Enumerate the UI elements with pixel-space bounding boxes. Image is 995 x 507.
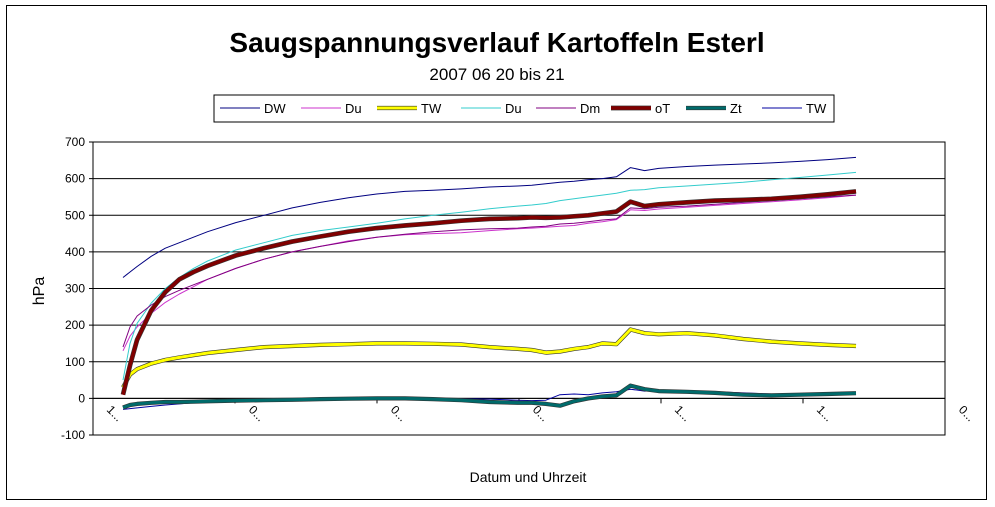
grid <box>92 141 946 436</box>
x-tick-label: 1... <box>672 403 694 425</box>
series-line-zt-outline <box>122 383 857 410</box>
legend-label-zt: Zt <box>730 101 742 116</box>
x-tick-label: 0... <box>246 403 268 425</box>
y-tick-label: 300 <box>65 282 85 296</box>
x-tick-label: 0... <box>956 403 978 425</box>
legend-label-ot: oT <box>655 101 670 116</box>
series-line-dm <box>122 194 857 348</box>
x-axis-label: Datum und Uhrzeit <box>470 469 587 485</box>
chart-title: Saugspannungsverlauf Kartoffeln Esterl <box>229 27 764 58</box>
series-line-ot-outline <box>120 189 857 396</box>
legend: DW Du TW Du Dm oT Zt TW <box>220 101 827 116</box>
series-line-dw <box>122 156 857 278</box>
y-tick-label: 500 <box>65 208 85 222</box>
legend-label-dw: DW <box>264 101 286 116</box>
series-line-du <box>122 194 857 352</box>
series <box>120 156 857 410</box>
y-tick-label: 200 <box>65 318 85 332</box>
legend-label-tw: TW <box>421 101 442 116</box>
chart-subtitle: 2007 06 20 bis 21 <box>429 65 564 84</box>
series-line-zt <box>122 384 857 409</box>
y-tick-label: -100 <box>61 428 85 442</box>
y-ticks: -100 0 100 200 300 400 500 600 700 <box>61 135 93 442</box>
series-line-du <box>122 171 857 381</box>
legend-label-tw: TW <box>806 101 827 116</box>
series-line-tw <box>121 328 857 389</box>
x-tick-label: 1... <box>104 403 126 425</box>
x-tick-label: 0... <box>388 403 410 425</box>
series-line-ot <box>121 189 857 396</box>
y-axis-label: hPa <box>31 277 48 306</box>
legend-label-du: Du <box>505 101 522 116</box>
y-tick-label: 100 <box>65 355 85 369</box>
y-tick-label: 400 <box>65 245 85 259</box>
y-tick-label: 0 <box>78 391 85 405</box>
legend-label-dm: Dm <box>580 101 600 116</box>
legend-label-du: Du <box>345 101 362 116</box>
y-tick-label: 600 <box>65 172 85 186</box>
y-tick-label: 700 <box>65 135 85 149</box>
chart-frame <box>6 5 987 500</box>
x-tick-label: 1... <box>814 403 836 425</box>
